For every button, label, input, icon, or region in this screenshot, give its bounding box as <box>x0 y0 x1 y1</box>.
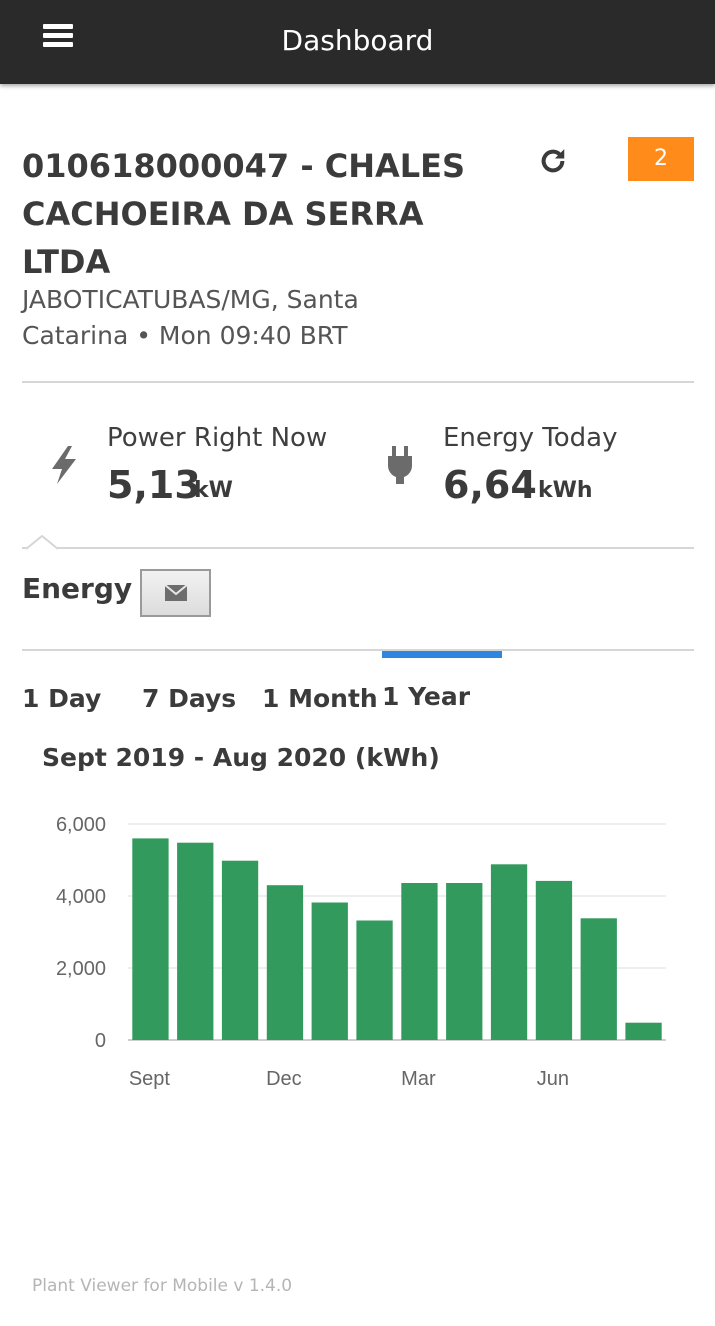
plant-location-time: JABOTICATUBAS/MG, Santa Catarina • Mon 0… <box>22 285 359 350</box>
tab-bar-divider <box>22 649 694 651</box>
bar-may[interactable] <box>490 864 528 1040</box>
power-now-unit: kW <box>194 478 233 503</box>
tab-7-days[interactable]: 7 Days <box>142 684 237 713</box>
bar-apr[interactable] <box>446 883 483 1040</box>
bar-sept[interactable] <box>132 838 169 1040</box>
tab-1-year[interactable]: 1 Year <box>382 682 471 711</box>
power-now-label: Power Right Now <box>107 423 328 453</box>
email-report-button[interactable] <box>140 569 211 617</box>
power-plug-icon <box>384 444 416 491</box>
envelope-icon <box>165 585 187 601</box>
bar-feb[interactable] <box>356 920 393 1041</box>
refresh-icon[interactable] <box>538 146 568 176</box>
tab-1-month[interactable]: 1 Month <box>262 684 378 713</box>
bar-oct[interactable] <box>177 842 214 1040</box>
divider <box>22 547 694 549</box>
bar-mar[interactable] <box>401 883 438 1040</box>
x-tick-label: Sept <box>129 1068 171 1090</box>
energy-section-label: Energy <box>22 572 133 605</box>
energy-today-label: Energy Today <box>443 423 618 453</box>
active-tab-indicator <box>382 651 502 658</box>
app-version-footer: Plant Viewer for Mobile v 1.4.0 <box>32 1276 293 1296</box>
hamburger-menu-icon[interactable] <box>40 20 76 52</box>
y-tick-label: 2,000 <box>56 958 106 980</box>
top-app-bar: Dashboard <box>0 0 715 84</box>
x-tick-label: Jun <box>537 1068 569 1090</box>
bar-jul[interactable] <box>580 918 617 1040</box>
energy-bar-chart: 0 2,000 4,000 6,000 Sept Dec Mar Jun <box>56 814 666 1090</box>
y-tick-label: 6,000 <box>56 814 106 836</box>
y-tick-label: 4,000 <box>56 886 106 908</box>
lightning-bolt-icon <box>46 444 82 491</box>
power-now-value: 5,13 <box>107 463 201 507</box>
energy-today-unit: kWh <box>538 478 593 503</box>
bar-nov[interactable] <box>221 860 259 1040</box>
page-title: Dashboard <box>281 24 434 57</box>
selection-caret-icon <box>26 535 58 550</box>
bar-dec[interactable] <box>266 885 304 1040</box>
bar-aug[interactable] <box>625 1022 662 1040</box>
tab-1-day[interactable]: 1 Day <box>22 684 102 713</box>
divider <box>22 381 694 383</box>
bar-jan[interactable] <box>311 902 348 1041</box>
x-tick-label: Dec <box>266 1068 302 1090</box>
y-tick-label: 0 <box>95 1030 106 1052</box>
x-tick-label: Mar <box>401 1068 436 1090</box>
alert-count-badge[interactable]: 2 <box>628 137 694 181</box>
energy-today-value: 6,64 <box>443 463 537 507</box>
chart-title: Sept 2019 - Aug 2020 (kWh) <box>42 743 440 772</box>
bar-jun[interactable] <box>535 880 573 1040</box>
plant-title: 010618000047 - CHALES CACHOEIRA DA SERRA… <box>22 147 466 281</box>
